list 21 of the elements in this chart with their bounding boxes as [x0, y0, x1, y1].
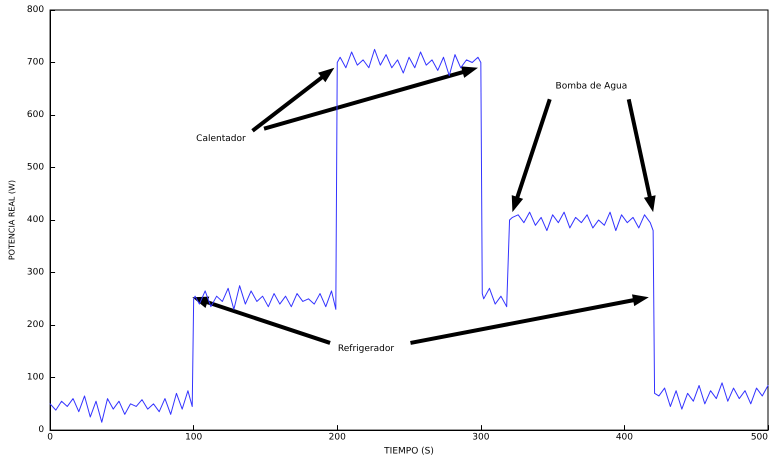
y-tick-label: 500 — [26, 162, 44, 173]
y-tick-label: 700 — [26, 58, 44, 68]
x-tick-label: 300 — [472, 432, 490, 443]
y-tick-label: 300 — [26, 268, 44, 278]
x-tick-label: 200 — [328, 432, 346, 443]
x-tick-label: 500 — [750, 432, 768, 443]
annotation: Bomba de Agua — [556, 82, 628, 92]
y-tick-label: 600 — [26, 110, 44, 120]
y-tick-label: 100 — [26, 372, 44, 383]
x-axis-title: TIEMPO (S) — [383, 446, 434, 456]
x-tick-label: 400 — [616, 432, 634, 443]
y-tick-label: 0 — [38, 425, 44, 436]
x-tick-label: 100 — [185, 432, 203, 443]
annotation: Calentador — [196, 134, 246, 144]
y-tick-label: 400 — [26, 215, 44, 226]
line-series — [50, 48, 768, 423]
y-axis-title: POTENCIA REAL (W) — [8, 180, 16, 260]
y-tick-label: 200 — [26, 320, 44, 330]
y-tick-label: 800 — [26, 5, 44, 15]
x-tick-label: 0 — [47, 432, 54, 443]
annotation: Refrigerador — [338, 344, 394, 354]
